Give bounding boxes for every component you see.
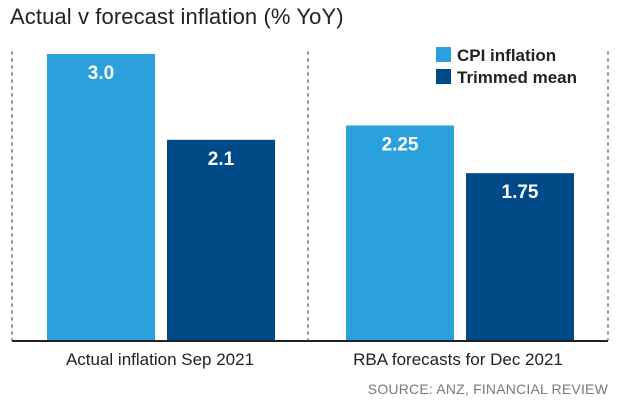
bar-cpi-1 (346, 125, 454, 340)
legend: CPI inflation Trimmed mean (436, 46, 577, 87)
bar-trimmed-1 (466, 173, 574, 340)
bar-label-cpi-1: 2.25 (382, 135, 419, 156)
legend-label-trimmed: Trimmed mean (457, 68, 577, 87)
bar-label-trimmed-0: 2.1 (208, 149, 235, 170)
legend-swatch-cpi (436, 47, 451, 62)
category-dividers (11, 51, 609, 341)
bar-label-cpi-0: 3.0 (88, 63, 114, 84)
legend-label-cpi: CPI inflation (457, 46, 556, 65)
x-axis: Actual inflation Sep 2021 RBA forecasts f… (12, 340, 608, 369)
bar-label-trimmed-1: 1.75 (502, 182, 539, 203)
bars (47, 54, 574, 340)
legend-swatch-trimmed (436, 69, 451, 84)
x-tick-label-0: Actual inflation Sep 2021 (66, 350, 254, 369)
bar-trimmed-0 (167, 139, 275, 340)
bar-cpi-0 (47, 54, 155, 340)
x-tick-label-1: RBA forecasts for Dec 2021 (353, 350, 563, 369)
bar-value-labels: 3.0 2.1 2.25 1.75 (88, 63, 539, 203)
source-note: SOURCE: ANZ, FINANCIAL REVIEW (367, 381, 608, 397)
chart-title: Actual v forecast inflation (% YoY) (10, 4, 344, 29)
